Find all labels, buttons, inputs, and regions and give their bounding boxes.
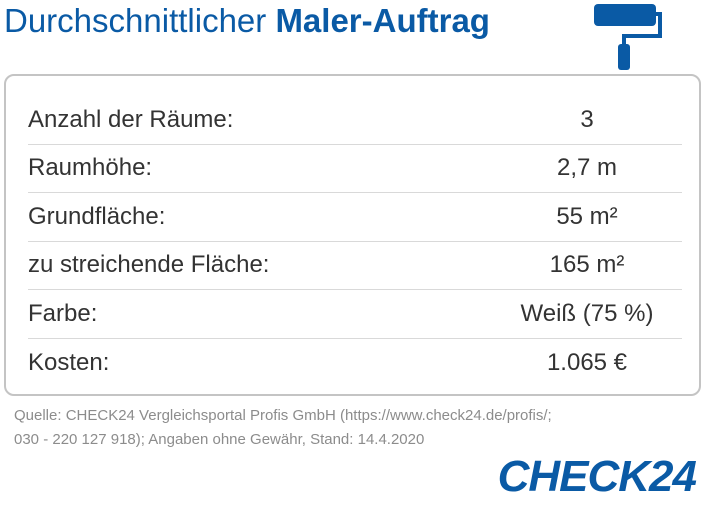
row-label: Raumhöhe: xyxy=(28,154,153,182)
row-label: Kosten: xyxy=(28,348,110,376)
row-value: 55 m² xyxy=(556,202,618,230)
logo: CHECK24 xyxy=(497,452,697,501)
title-light: Durchschnittlicher xyxy=(4,2,267,39)
table-row: Raumhöhe: 2,7 m xyxy=(28,145,682,193)
row-label: Farbe: xyxy=(28,299,98,327)
row-label: Anzahl der Räume: xyxy=(28,105,234,133)
table: Anzahl der Räume: 3 Raumhöhe: 2,7 m Grundflä… xyxy=(28,96,682,387)
table-row: Anzahl der Räume: 3 xyxy=(28,96,682,145)
table-row: Farbe: Weiß (75 %) xyxy=(28,290,682,339)
row-label: Grundfläche: xyxy=(28,202,166,230)
row-label: zu streichende Fläche: xyxy=(28,251,270,279)
table-row: Grundfläche: 55 m² xyxy=(28,193,682,242)
table-row: Kosten: 1.065 € xyxy=(28,339,682,388)
row-value: Weiß (75 %) xyxy=(520,299,654,327)
source-line: 030 - 220 127 918); Angaben ohne Gewähr,… xyxy=(14,431,425,448)
row-value: 3 xyxy=(580,105,594,133)
title: Durchschnittlicher Maler-Auftrag xyxy=(4,2,490,40)
source-line: Quelle: CHECK24 Vergleichsportal Profis … xyxy=(14,407,552,424)
row-value: 2,7 m xyxy=(556,154,618,182)
source: Quelle: CHECK24 Vergleichsportal Profis … xyxy=(14,404,552,452)
table-row: zu streichende Fläche: 165 m² xyxy=(28,242,682,290)
row-value: 165 m² xyxy=(549,251,625,279)
table-box: Anzahl der Räume: 3 Raumhöhe: 2,7 m Grundflä… xyxy=(4,74,701,396)
paint-roller-icon xyxy=(594,4,662,70)
title-bold: Maler-Auftrag xyxy=(275,2,490,39)
row-value: 1.065 € xyxy=(546,348,628,376)
